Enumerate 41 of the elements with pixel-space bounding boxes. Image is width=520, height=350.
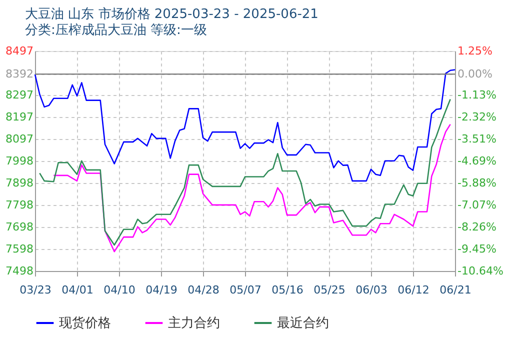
- x-tick-label: 06/12: [398, 284, 430, 296]
- y2-tick-label: -5.88%: [458, 176, 496, 190]
- y2-tick-label: -1.13%: [458, 88, 496, 102]
- y-tick-label: 7898: [6, 176, 34, 190]
- x-tick-label: 04/19: [146, 284, 178, 296]
- y2-tick-label: 0.00%: [458, 68, 492, 81]
- y-tick-label: 8197: [6, 110, 34, 124]
- y2-tick-label: -2.32%: [458, 110, 496, 124]
- line-series: [53, 124, 451, 252]
- legend-label: 最近合约: [277, 316, 329, 331]
- x-tick-label: 04/01: [62, 284, 94, 296]
- legend-label: 现货价格: [59, 316, 111, 331]
- x-tick-label: 05/16: [272, 284, 304, 296]
- x-tick-label: 06/03: [356, 284, 388, 296]
- y2-tick-label: -3.51%: [458, 132, 496, 146]
- y-tick-label: 7998: [6, 154, 34, 168]
- x-tick-label: 06/21: [440, 284, 472, 296]
- chart-subtitle: 分类:压榨成品大豆油 等级:一级: [25, 23, 207, 38]
- x-tick-label: 04/10: [104, 284, 136, 296]
- y2-tick-label: -9.45%: [458, 242, 496, 256]
- y2-tick-label: 1.25%: [458, 44, 492, 58]
- x-tick-label: 04/28: [188, 284, 220, 296]
- x-tick-label: 03/23: [20, 284, 52, 296]
- y2-tick-label: -10.64%: [458, 264, 504, 278]
- y2-tick-label: -4.69%: [458, 154, 496, 168]
- y-tick-label: 7698: [6, 220, 34, 234]
- y-tick-label: 8392: [6, 68, 34, 81]
- y2-tick-label: -8.26%: [458, 220, 496, 234]
- x-tick-label: 05/07: [230, 284, 262, 296]
- line-series: [39, 98, 451, 246]
- line-series: [34, 69, 456, 182]
- y-tick-label: 8097: [6, 132, 34, 146]
- y-tick-label: 7798: [6, 198, 34, 212]
- y2-tick-label: -7.07%: [458, 198, 496, 212]
- x-tick-label: 05/25: [314, 284, 346, 296]
- y-tick-label: 7598: [6, 242, 34, 256]
- y-tick-label: 8297: [6, 88, 34, 102]
- chart-title: 大豆油 山东 市场价格 2025-03-23 - 2025-06-21: [25, 7, 318, 22]
- y-tick-label: 7498: [6, 264, 34, 278]
- legend-label: 主力合约: [168, 315, 220, 331]
- y-tick-label: 8497: [6, 44, 34, 58]
